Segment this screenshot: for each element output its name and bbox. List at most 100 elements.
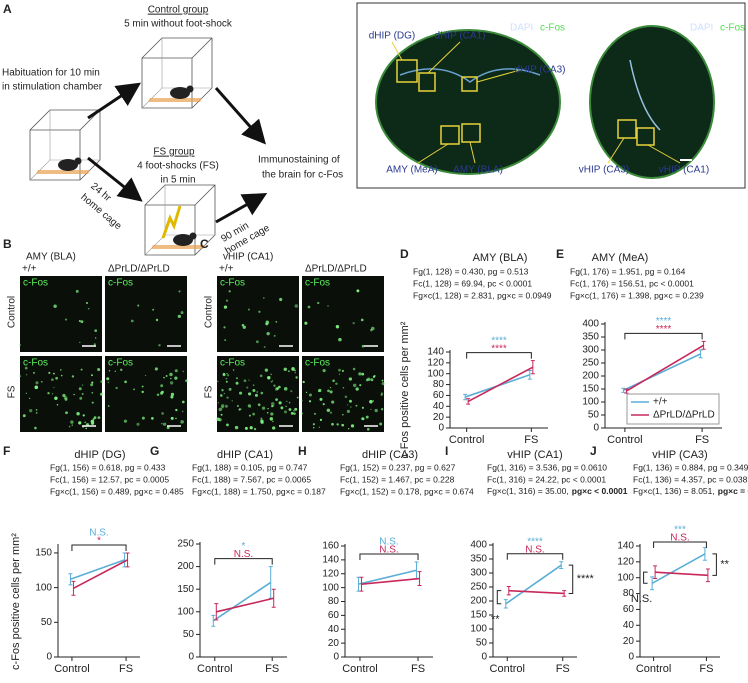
cell-dot <box>359 384 362 387</box>
cell-dot <box>226 396 229 399</box>
label: FS group <box>153 147 195 158</box>
cell-dot <box>361 372 365 376</box>
sig-label: **** <box>656 324 672 335</box>
cell-dot <box>347 404 349 406</box>
y-tick-label: 0 <box>333 652 339 663</box>
label: c-Fos <box>23 278 48 289</box>
cell-dot <box>93 343 96 346</box>
cell-dot <box>247 308 250 311</box>
cell-dot <box>165 374 168 377</box>
series-line <box>505 564 562 605</box>
micrographs <box>19 276 385 432</box>
cell-dot <box>293 412 296 415</box>
x-tick-label: FS <box>699 663 713 675</box>
y-tick-label: 20 <box>433 412 445 423</box>
side-bracket <box>643 571 648 584</box>
cell-dot <box>302 380 305 384</box>
cell-dot <box>161 422 163 425</box>
y-tick-label: 50 <box>41 617 53 628</box>
cell-dot <box>130 319 134 323</box>
cell-dot <box>294 304 299 308</box>
cell-dot <box>178 290 181 293</box>
y-tick-label: 80 <box>623 588 635 599</box>
error-bar <box>466 398 471 405</box>
error-bar <box>698 349 703 359</box>
y-tick-label: 120 <box>427 357 444 368</box>
cell-dot <box>223 326 226 329</box>
y-tick-label: 60 <box>328 610 340 621</box>
stat-line: Fg(1, 188) = 0.105, pg = 0.747 <box>192 462 308 472</box>
y-tick-label: 150 <box>582 384 599 395</box>
cell-dot <box>260 419 264 424</box>
stat-line: Fg×c(1, 128) = 2.831, pg×c = 0.0949 <box>413 290 552 300</box>
cell-dot <box>19 344 21 347</box>
cell-dot <box>258 310 261 313</box>
y-tick-label: 40 <box>623 620 635 631</box>
label: c-Fos <box>720 23 745 34</box>
label: D <box>400 247 409 261</box>
cell-dot <box>170 416 174 420</box>
legend-label: +/+ <box>653 397 668 408</box>
cell-dot <box>22 414 26 418</box>
cell-dot <box>223 305 228 309</box>
cell-dot <box>355 387 359 391</box>
cell-dot <box>123 419 128 423</box>
y-tick-label: 200 <box>470 596 487 607</box>
cell-dot <box>90 383 94 387</box>
cell-dot <box>163 376 165 379</box>
cell-dot <box>35 411 38 414</box>
cell-dot <box>25 392 28 395</box>
cell-dot <box>355 404 358 407</box>
cell-dot <box>53 304 57 309</box>
stat-line: Fg(1, 128) = 0.430, pg = 0.513 <box>413 266 529 276</box>
cell-dot <box>219 394 223 397</box>
cell-dot <box>322 368 326 373</box>
error-bar <box>530 360 535 375</box>
label: AMY (BLA) <box>473 252 528 264</box>
cell-dot <box>252 412 256 416</box>
cell-dot <box>174 376 178 380</box>
cell-dot <box>248 414 251 417</box>
stat-line: Fg×c(1, 152) = 0.178, pg×c = 0.674 <box>340 486 474 496</box>
y-tick-label: 50 <box>183 629 195 640</box>
cell-dot <box>248 379 250 381</box>
sig-label: **** <box>491 335 507 346</box>
cell-dot <box>370 326 375 331</box>
stat-line: Fg(1, 156) = 0.618, pg = 0.433 <box>50 462 166 472</box>
error-bar <box>271 588 276 608</box>
cell-dot <box>78 421 82 425</box>
cell-dot <box>300 412 304 415</box>
cell-dot <box>53 386 55 389</box>
sig-label: **** <box>527 536 543 547</box>
side-label: ** <box>720 559 729 571</box>
series-line <box>655 571 708 577</box>
side-bracket <box>712 553 717 576</box>
cell-dot <box>84 421 86 424</box>
y-tick-label: 200 <box>177 561 194 572</box>
y-tick-label: 60 <box>623 604 635 615</box>
cell-dot <box>106 377 110 381</box>
cell-dot <box>154 367 158 371</box>
cell-dot <box>272 420 274 423</box>
cell-dot <box>271 405 274 408</box>
cell-dot <box>286 400 288 402</box>
side-label: ** <box>491 614 500 626</box>
series-line <box>361 577 420 585</box>
series-line <box>358 569 417 585</box>
cell-dot <box>62 393 66 398</box>
cell-dot <box>319 418 323 421</box>
cell-dot <box>40 380 43 383</box>
cell-dot <box>47 392 50 395</box>
y-tick-label: 400 <box>470 540 487 551</box>
cell-dot <box>271 379 274 382</box>
sig-label: *** <box>674 525 686 536</box>
cell-dot <box>68 425 71 428</box>
y-tick-label: 120 <box>322 568 339 579</box>
cell-dot <box>76 412 80 416</box>
cell-dot <box>224 339 227 342</box>
cell-dot <box>218 418 222 422</box>
cell-dot <box>370 378 374 382</box>
cell-dot <box>170 377 172 380</box>
stat-line: Fg×c(1, 316) = 35.00, pg×c < 0.0001 <box>487 486 628 496</box>
y-tick-label: 120 <box>617 556 634 567</box>
